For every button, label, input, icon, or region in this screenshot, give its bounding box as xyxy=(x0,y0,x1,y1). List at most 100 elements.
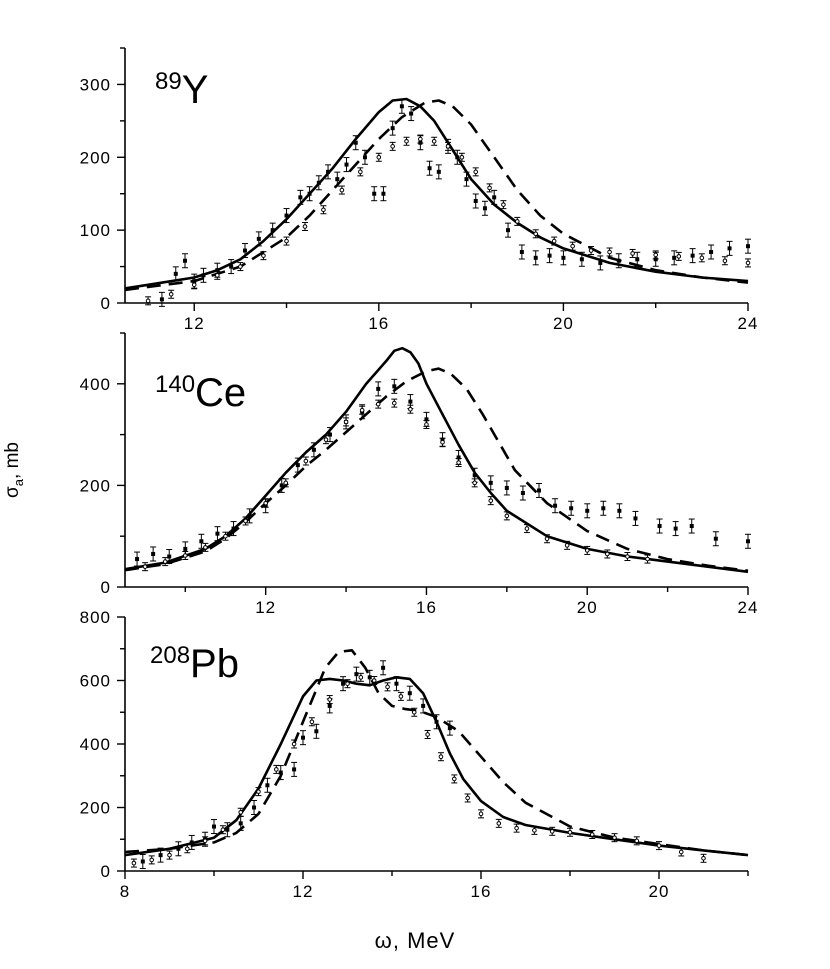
series-theory-solid xyxy=(124,97,749,290)
marker xyxy=(327,432,332,437)
marker xyxy=(605,551,610,557)
panel-y: 0 100 200 300 12 16 20 24 89Y xyxy=(80,47,757,333)
y-tick-label: 0 xyxy=(101,862,111,881)
data-point xyxy=(375,399,382,409)
marker xyxy=(533,255,538,260)
marker xyxy=(182,258,187,263)
series-theory-dashed xyxy=(124,649,749,857)
data-point xyxy=(478,809,484,819)
x-axis-title: ω, MeV xyxy=(375,928,456,953)
marker xyxy=(455,155,460,160)
data-point xyxy=(260,251,267,261)
marker xyxy=(344,162,349,167)
marker xyxy=(381,191,386,196)
data-point xyxy=(191,280,198,290)
marker xyxy=(504,485,509,490)
marker xyxy=(532,828,537,833)
marker xyxy=(323,437,329,442)
marker xyxy=(547,253,552,258)
nucleus-label: 89Y xyxy=(155,68,208,112)
data-point xyxy=(589,829,596,839)
data-point xyxy=(282,478,289,488)
y-tick-label: 100 xyxy=(80,221,111,240)
marker xyxy=(589,832,595,837)
marker xyxy=(183,546,188,551)
marker xyxy=(358,675,364,680)
data-point xyxy=(616,503,623,519)
y-tick-label: 200 xyxy=(80,148,111,167)
marker xyxy=(354,672,359,677)
data-point xyxy=(148,855,155,865)
data-point xyxy=(222,531,229,541)
marker xyxy=(672,255,677,260)
marker xyxy=(353,140,358,145)
data-point xyxy=(200,267,207,283)
data-point xyxy=(523,524,530,534)
data-point xyxy=(357,672,364,682)
marker xyxy=(570,243,575,249)
marker xyxy=(598,260,603,265)
marker xyxy=(212,824,216,829)
data-point xyxy=(219,825,226,835)
marker xyxy=(473,199,478,203)
marker xyxy=(335,177,340,182)
data-point xyxy=(487,496,494,506)
marker xyxy=(418,136,423,142)
data-point xyxy=(306,186,313,202)
data-point xyxy=(139,853,146,869)
x-tick-label: 20 xyxy=(553,314,574,333)
marker xyxy=(514,825,519,831)
series-exp-filled xyxy=(158,98,751,307)
series-exp-open xyxy=(142,398,651,572)
marker xyxy=(746,539,750,544)
nucleus-symbol: Ce xyxy=(195,371,246,415)
marker xyxy=(142,564,148,569)
marker xyxy=(385,684,390,690)
data-point xyxy=(389,141,396,151)
marker xyxy=(231,526,236,531)
data-point xyxy=(283,236,290,246)
x-tick-label: 12 xyxy=(184,314,205,333)
marker xyxy=(699,255,705,261)
data-point xyxy=(315,175,322,191)
marker xyxy=(173,271,178,276)
marker xyxy=(326,169,331,174)
nucleus-symbol: Pb xyxy=(190,642,239,686)
x-tick-label: 16 xyxy=(416,598,437,617)
marker xyxy=(140,859,145,864)
data-point xyxy=(300,730,306,746)
y-axis-title-subscript: a xyxy=(11,478,26,486)
marker xyxy=(238,264,243,269)
marker xyxy=(291,741,297,747)
data-point xyxy=(464,793,471,803)
data-point xyxy=(389,120,396,136)
data-point xyxy=(518,244,525,260)
marker xyxy=(408,399,413,404)
data-point xyxy=(634,251,641,267)
data-point xyxy=(458,152,465,162)
marker xyxy=(345,681,350,686)
data-point xyxy=(546,248,553,264)
marker xyxy=(309,719,315,725)
data-point xyxy=(431,136,438,146)
marker xyxy=(151,551,156,556)
marker xyxy=(167,852,172,858)
marker xyxy=(398,694,404,699)
data-point xyxy=(172,266,179,282)
data-point xyxy=(320,205,327,215)
marker xyxy=(584,548,590,553)
marker xyxy=(270,228,275,233)
data-point xyxy=(291,761,298,777)
y-tick-label: 200 xyxy=(80,476,111,495)
marker xyxy=(149,857,154,863)
data-point xyxy=(291,739,298,749)
marker xyxy=(261,253,266,258)
x-tick-label: 12 xyxy=(255,598,276,617)
x-tick-label: 24 xyxy=(738,598,759,617)
data-point xyxy=(445,141,452,151)
data-point xyxy=(411,707,418,717)
data-point xyxy=(375,152,382,162)
marker xyxy=(202,838,208,844)
marker xyxy=(630,251,635,256)
marker xyxy=(445,144,451,149)
